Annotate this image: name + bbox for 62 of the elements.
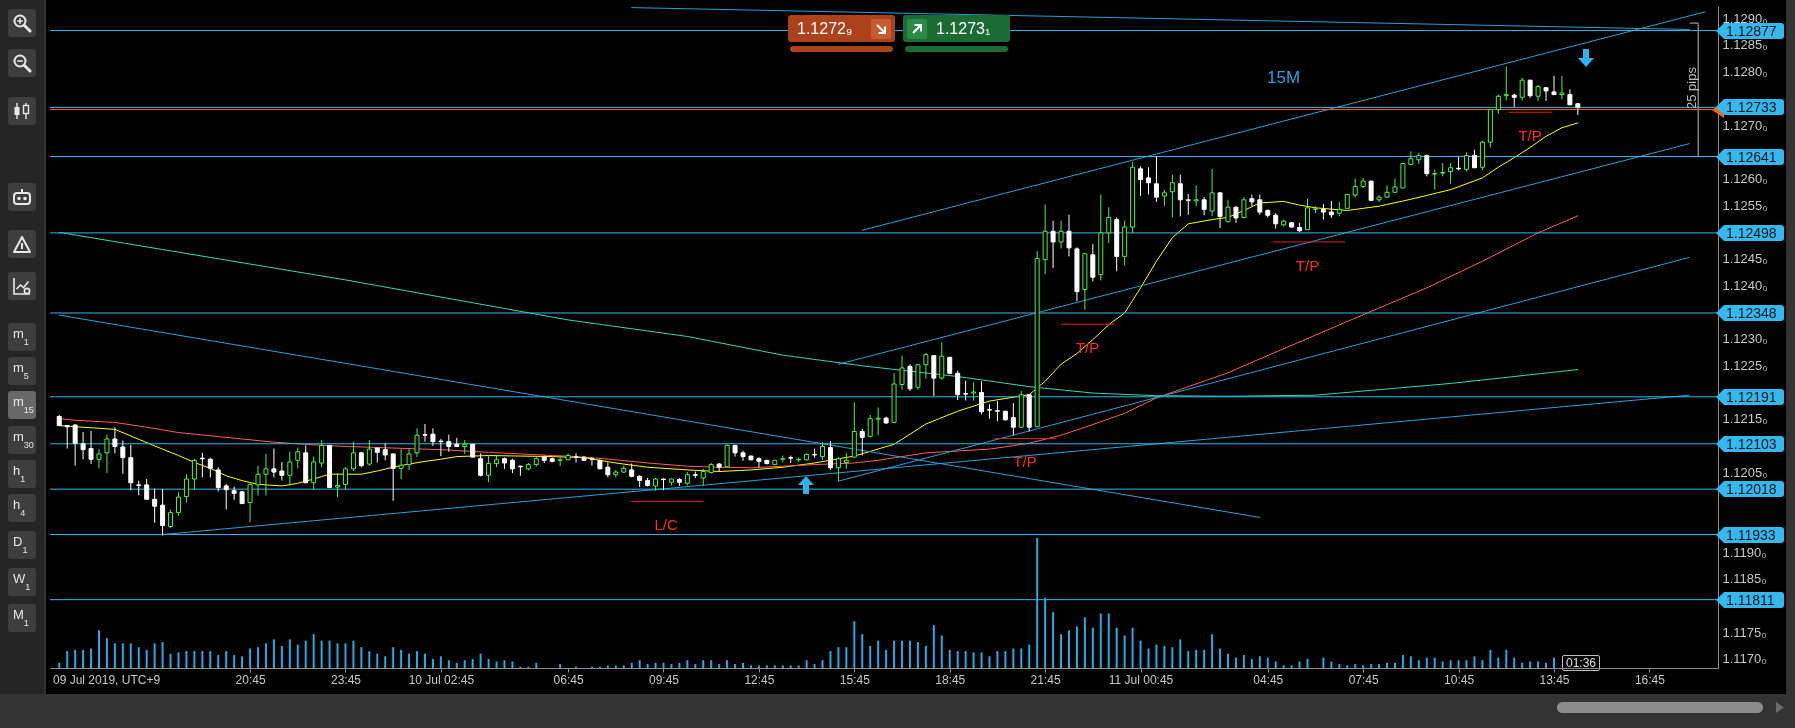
x-tick-label: 21:45 [1030,672,1061,687]
ref-line-label: 1.12018 [1716,481,1784,497]
annotation: T/P [1295,256,1320,274]
x-tick-label: 18:45 [935,672,966,687]
x-tick-label: 23:45 [330,672,362,687]
y-tick-label: 1.1290₀ [1722,10,1768,26]
ref-line-label: 1.11933 [1716,527,1784,543]
x-tick-label: 16:45 [1634,672,1666,687]
y-tick-label: 1.1185₀ [1722,571,1767,587]
y-tick-label: 1.1225₀ [1722,357,1768,373]
toolbar-button: m$_{30}$ [8,426,36,454]
toolbar-button: h$_{4}$ [8,494,36,522]
annotation: 1.1272₉ [797,20,853,37]
toolbar-button: h$_{1}$ [8,460,36,488]
ref-line-label: 1.12348 [1716,305,1784,321]
x-tick-label: 15:45 [839,672,871,687]
y-tick-label: 1.1230₀ [1722,331,1768,347]
x-tick-label: 10:45 [1444,672,1475,687]
y-tick-label: 1.1170₀ [1722,651,1767,667]
y-tick-label: 1.1215₀ [1722,411,1768,427]
y-tick-label: 1.1245₀ [1722,251,1768,267]
x-tick-label: 10 Jul 02:45 [408,672,475,687]
toolbar-button: D$_{1}$ [8,531,36,559]
y-tick-label: 1.1270₀ [1722,117,1768,133]
x-tick-label: 11 Jul 00:45 [1108,672,1174,687]
ref-line-label: 1.12103 [1716,436,1784,452]
toolbar-button: M$_{1}$ [8,604,36,632]
annotation: 1.1273₁ [936,20,991,37]
x-tick-label: 07:45 [1348,672,1380,687]
y-tick-label: 1.1280₀ [1722,64,1768,80]
x-tick-label: 06:45 [553,672,584,687]
y-tick-label: 1.1205₀ [1722,464,1768,480]
ref-line-label: 1.12733 [1716,99,1784,115]
x-tick-label: 12:45 [744,672,775,687]
annotation: 01:36 [1562,655,1601,671]
ref-line-label: 1.12191 [1716,389,1784,405]
ref-line-label: 1.12498 [1716,225,1784,241]
annotation: L/C [654,516,678,534]
toolbar-button: W$_{1}$ [8,568,36,596]
annotation: 25 pips [1684,67,1699,109]
y-tick-label: 1.1260₀ [1722,170,1768,186]
y-tick-label: 1.1285₀ [1722,37,1768,53]
y-tick-label: 1.1240₀ [1722,277,1768,293]
price-button: 1.1273₁ [903,15,1010,42]
annotation: T/P [1518,127,1542,145]
y-tick-label: 1.1255₀ [1722,197,1768,213]
y-tick-label: 1.1175₀ [1722,624,1767,640]
x-tick-label: 04:45 [1253,672,1284,687]
toolbar-button: m$_{5}$ [8,357,36,385]
ref-line-label: 1.12877 [1716,23,1784,39]
ref-line-label: 1.12641 [1716,149,1784,165]
x-tick-label: 13:45 [1539,672,1570,687]
annotation: T/P [1013,453,1037,471]
toolbar-button: m$_{15}$ [8,391,36,419]
x-tick-label: 09:45 [648,672,680,687]
y-tick-label: 1.1190₀ [1722,544,1767,560]
ref-line-label: 1.11811 [1716,592,1784,608]
x-tick-label: 20:45 [235,672,266,687]
text: 09 Jul 2019, UTC+9 [53,673,161,688]
price-button: 1.1272₉ [788,15,895,42]
toolbar-button: m$_{1}$ [8,323,36,351]
annotation: 15M [1267,68,1301,88]
